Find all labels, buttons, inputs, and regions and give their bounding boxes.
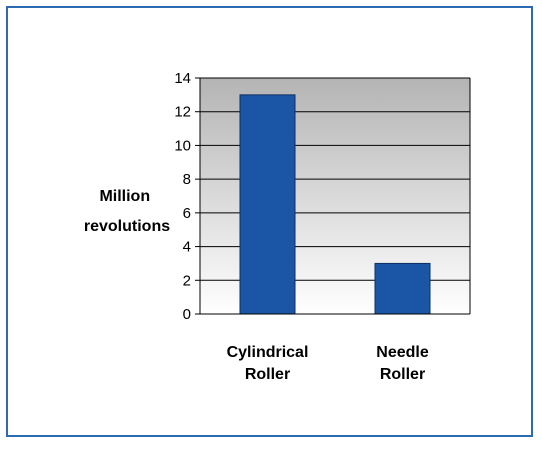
y-tick-label-6: 6: [183, 205, 191, 222]
y-axis-label-line-2: revolutions: [84, 218, 170, 235]
y-tick-label-4: 4: [183, 239, 191, 256]
category-label-0: Cylindrical Roller: [227, 344, 309, 383]
y-axis-label: Million revolutions: [84, 188, 170, 235]
bar-0: [239, 94, 296, 315]
category-label-1: Needle Roller: [376, 344, 429, 383]
y-tick-label-14: 14: [174, 70, 191, 87]
bars: [239, 94, 431, 315]
category-label-0-line-0: Cylindrical: [227, 344, 309, 361]
y-tick-label-12: 12: [174, 104, 191, 121]
category-label-0-line-1: Roller: [245, 366, 290, 383]
y-tick-label-0: 0: [183, 306, 191, 323]
y-tick-label-2: 2: [183, 272, 191, 289]
category-label-1-line-0: Needle: [376, 344, 429, 361]
category-label-1-line-1: Roller: [380, 366, 425, 383]
x-category-labels: Cylindrical Roller Needle Roller: [227, 344, 429, 383]
y-tick-label-10: 10: [174, 137, 191, 154]
bar-1: [374, 262, 431, 315]
axes: [199, 78, 471, 315]
y-tick-labels: 0 2 4 6 8 10 12 14: [174, 70, 191, 323]
y-axis-label-line-1: Million: [99, 188, 150, 205]
y-tick-label-8: 8: [183, 171, 191, 188]
